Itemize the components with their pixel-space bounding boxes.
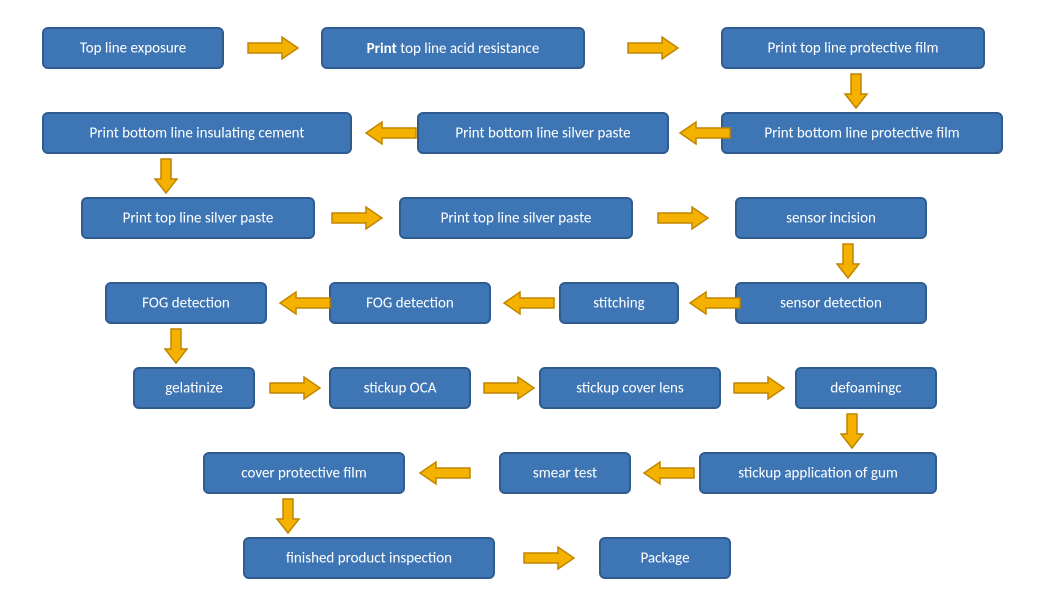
flowchart-node-n8: Print top line silver paste [400, 198, 632, 238]
flowchart-node-n14: gelatinize [134, 368, 254, 408]
flowchart-node-n20: cover protective film [204, 453, 404, 493]
flowchart-node-n22: Package [600, 538, 730, 578]
flowchart-arrow-left [504, 292, 554, 314]
node-label: stickup cover lens [576, 380, 684, 398]
flowchart-canvas: Top line exposure Print top line acid res… [0, 0, 1060, 593]
flowchart-node-n3: Print top line protective film [722, 28, 984, 68]
flowchart-arrow-down [841, 414, 863, 448]
node-label: smear test [533, 465, 597, 483]
flowchart-node-n19: smear test [500, 453, 630, 493]
node-label: cover protective film [241, 465, 366, 483]
node-label: sensor incision [786, 210, 876, 228]
node-label: FOG detection [366, 295, 454, 313]
node-label: finished product inspection [286, 550, 452, 568]
flowchart-arrow-right [628, 37, 678, 59]
flowchart-node-n12: FOG detection [330, 283, 490, 323]
flowchart-arrow-right [484, 377, 534, 399]
node-label: FOG detection [142, 295, 230, 313]
flowchart-node-n10: sensor detection [736, 283, 926, 323]
flowchart-arrow-right [248, 37, 298, 59]
flowchart-arrow-down [845, 74, 867, 108]
node-label: Package [640, 550, 689, 568]
flowchart-node-n9: sensor incision [736, 198, 926, 238]
flowchart-node-n18: stickup application of gum [700, 453, 936, 493]
flowchart-arrow-left [644, 462, 694, 484]
node-label: Print top line silver paste [123, 210, 274, 228]
flowchart-arrow-right [734, 377, 784, 399]
node-label: defoamingc [830, 380, 902, 398]
flowchart-node-n16: stickup cover lens [540, 368, 720, 408]
node-label: Print bottom line silver paste [455, 125, 630, 143]
flowchart-node-n5: Print bottom line silver paste [418, 113, 668, 153]
node-label: stickup application of gum [738, 465, 898, 483]
node-label: Print bottom line protective film [764, 125, 959, 143]
flowchart-node-n11: stitching [560, 283, 678, 323]
flowchart-node-n7: Print top line silver paste [82, 198, 314, 238]
flowchart-node-n13: FOG detection [106, 283, 266, 323]
flowchart-arrow-right [524, 547, 574, 569]
flowchart-arrow-left [280, 292, 330, 314]
flowchart-arrow-down [155, 159, 177, 193]
flowchart-arrow-left [366, 122, 416, 144]
node-label: Print top line acid resistance [367, 40, 540, 58]
flowchart-node-n2: Print top line acid resistance [322, 28, 584, 68]
node-label: sensor detection [780, 295, 882, 313]
node-label: Print top line protective film [768, 40, 939, 58]
node-label: Top line exposure [80, 40, 187, 58]
flowchart-arrow-right [270, 377, 320, 399]
flowchart-node-n17: defoamingc [796, 368, 936, 408]
flowchart-node-n1: Top line exposure [43, 28, 223, 68]
flowchart-arrow-down [837, 244, 859, 278]
node-label: stitching [593, 295, 645, 313]
flowchart-arrow-left [420, 462, 470, 484]
node-label: gelatinize [165, 380, 223, 398]
node-label: Print bottom line insulating cement [90, 125, 305, 143]
flowchart-node-n21: finished product inspection [244, 538, 494, 578]
node-label: Print top line silver paste [441, 210, 592, 228]
flowchart-node-n6: Print bottom line insulating cement [43, 113, 351, 153]
flowchart-node-n15: stickup OCA [330, 368, 470, 408]
flowchart-arrow-down [277, 499, 299, 533]
flowchart-arrow-down [165, 329, 187, 363]
node-label: stickup OCA [364, 380, 437, 398]
flowchart-node-n4: Print bottom line protective film [722, 113, 1002, 153]
flowchart-arrow-left [690, 292, 740, 314]
flowchart-arrow-right [332, 207, 382, 229]
flowchart-arrow-right [658, 207, 708, 229]
